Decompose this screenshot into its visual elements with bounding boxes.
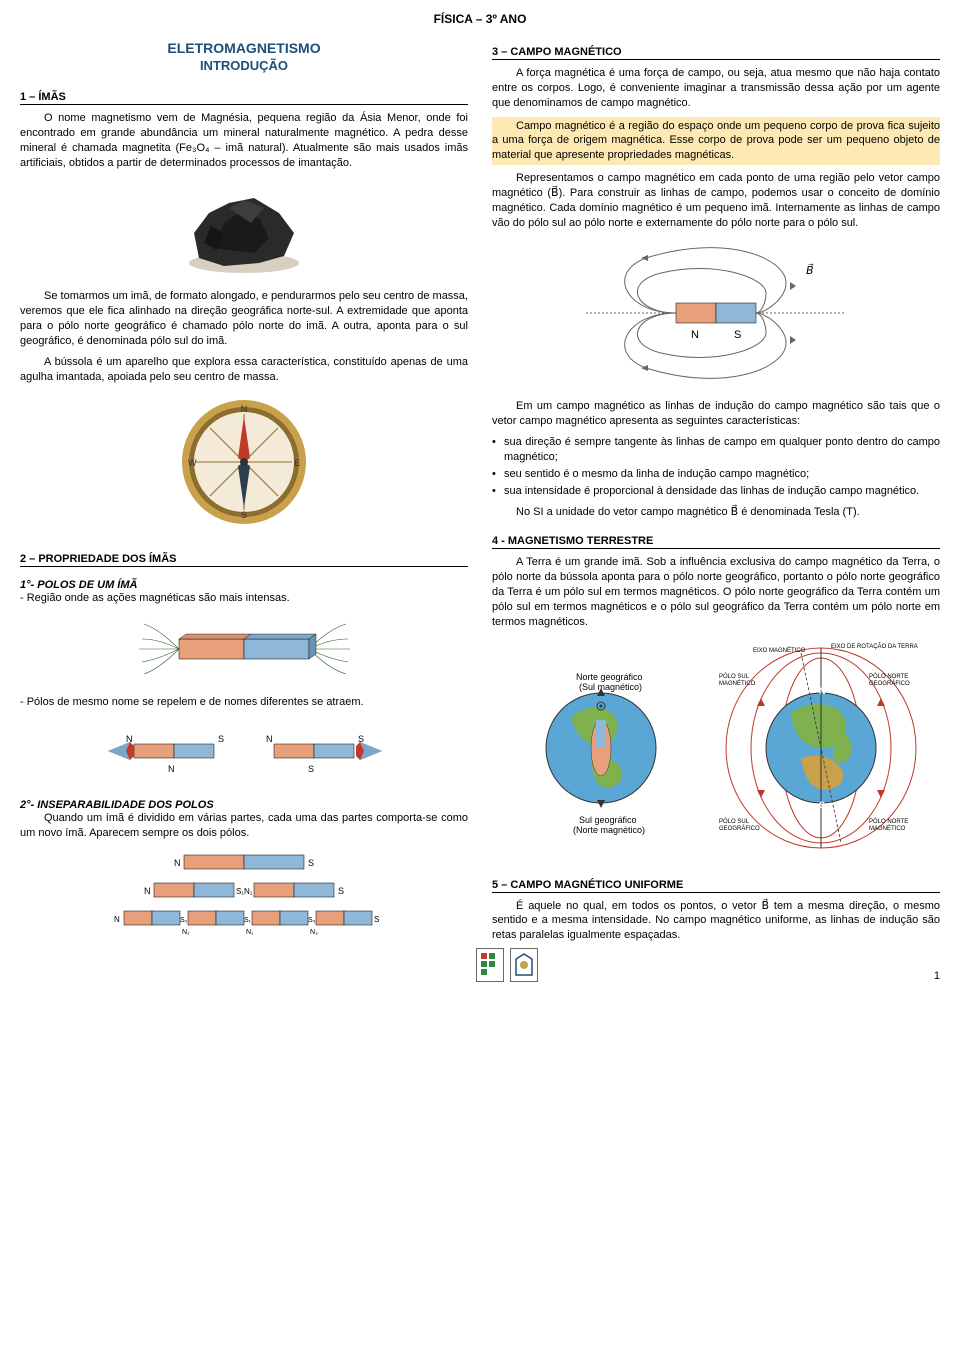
svg-text:MAGNÉTICO: MAGNÉTICO [869,825,906,832]
svg-text:MAGNÉTICO: MAGNÉTICO [719,680,756,687]
svg-text:N: N [266,734,273,744]
svg-text:S₁: S₁ [244,917,252,924]
s3-p4: No SI a unidade do vetor campo magnético… [492,505,940,520]
figure-split-magnet: NS NS₁ N₁S NS₂ N₂S₁ N₁S₃ N [20,849,468,942]
svg-text:S₃: S₃ [308,917,316,924]
heading-s2: 2 – PROPRIEDADE DOS ÍMÃS [20,553,468,567]
svg-text:S: S [374,915,379,924]
figure-mineral [20,178,468,281]
heading-s5: 5 – CAMPO MAGNÉTICO UNIFORME [492,879,940,893]
vector-b-2: B⃗ [731,506,739,518]
svg-text:N₁: N₁ [244,887,253,896]
svg-text:N: N [114,915,120,924]
left-column: ELETROMAGNETISMO INTRODUÇÃO 1 – ÍMÃS O n… [20,36,468,950]
s1-p1: O nome magnetismo vem de Magnésia, peque… [20,111,468,170]
svg-text:S: S [308,858,314,868]
svg-text:W: W [188,458,197,468]
lbl-sg2: (Norte magnético) [573,825,645,835]
s3-b1: sua direção é sempre tangente às linhas … [492,435,940,465]
heading-s1: 1 – ÍMÃS [20,91,468,105]
svg-text:E: E [294,458,300,468]
s2-sub2-title: 2°- INSEPARABILIDADE DOS POLOS [20,799,468,811]
figure-attraction-repulsion: NS NS NS [20,718,468,791]
svg-text:N: N [691,329,699,341]
svg-text:GEOGRÁFICO: GEOGRÁFICO [719,825,760,832]
svg-text:S: S [218,734,224,744]
title-main: ELETROMAGNETISMO [20,40,468,56]
s3-p1: A força magnética é uma força de campo, … [492,66,940,111]
svg-text:B⃗: B⃗ [806,263,814,277]
s2-sub1-title: 1°- POLOS DE UM ÍMÃ [20,579,468,591]
figure-bar-magnet-field [20,614,468,687]
page-footer: 1 [20,948,940,982]
s3-highlight: Campo magnético é a região do espaço ond… [492,117,940,166]
logo-if [476,948,504,982]
svg-text:N: N [174,858,181,868]
s3-p3: Em um campo magnético as linhas de induç… [492,399,940,429]
svg-text:S: S [308,764,314,774]
svg-text:S: S [734,329,741,341]
figure-compass: N S W E [20,392,468,535]
svg-text:EIXO DE ROTAÇÃO DA TERRA: EIXO DE ROTAÇÃO DA TERRA [831,643,918,650]
svg-text:S₂: S₂ [180,917,188,924]
vector-b-1: B⃗ [551,187,559,199]
svg-text:N: N [241,404,248,414]
svg-text:N: N [819,686,826,696]
s5-p1a: É aquele no qual, em todos os pontos, o … [516,900,761,912]
s3-b3: sua intensidade é proporcional à densida… [492,484,940,499]
s3-p4b: é denominada Tesla (T). [738,506,859,518]
s3-bullets: sua direção é sempre tangente às linhas … [492,435,940,498]
figure-earth: Norte geográfico (Sul magnético) Sul geo… [492,638,940,861]
s3-p2b: ). Para construir as linhas de campo, po… [492,187,940,229]
svg-text:N: N [168,764,175,774]
figure-field-lines: N S B⃗ [492,238,940,391]
svg-text:S: S [819,800,825,810]
svg-text:N₂: N₂ [182,929,190,936]
two-column-layout: ELETROMAGNETISMO INTRODUÇÃO 1 – ÍMÃS O n… [20,36,940,950]
s2-sub1-text: - Região onde as ações magnéticas são ma… [20,591,468,606]
logo-go [510,948,538,982]
s1-p3: A bússola é um aparelho que explora essa… [20,355,468,385]
svg-text:PÓLO SUL: PÓLO SUL [719,673,750,680]
vector-b-3: B⃗ [761,900,769,912]
page-number: 1 [934,970,940,982]
s4-p1: A Terra é um grande imã. Sob a influênci… [492,555,940,629]
svg-text:S: S [241,510,247,520]
right-column: 3 – CAMPO MAGNÉTICO A força magnética é … [492,36,940,950]
s3-b2: seu sentido é o mesmo da linha de induçã… [492,467,940,482]
title-intro: INTRODUÇÃO [20,58,468,73]
s1-p2: Se tomarmos um imã, de formato alongado,… [20,289,468,348]
heading-s3: 3 – CAMPO MAGNÉTICO [492,46,940,60]
svg-text:N₁: N₁ [246,929,254,936]
svg-text:PÓLO SUL: PÓLO SUL [719,818,750,825]
s2-sub1-note: - Pólos de mesmo nome se repelem e de no… [20,695,468,710]
svg-text:GEOGRÁFICO: GEOGRÁFICO [869,680,910,687]
s2-sub2-text: Quando um ímã é dividido em várias parte… [20,811,468,841]
lbl-ng: Norte geográfico [576,672,643,682]
svg-text:PÓLO NORTE: PÓLO NORTE [869,673,908,680]
lbl-sg: Sul geográfico [579,815,637,825]
svg-text:N: N [144,886,151,896]
lbl-ng2: (Sul magnético) [579,682,642,692]
footer-logos [80,948,934,982]
s3-p2: Representamos o campo magnético em cada … [492,171,940,230]
svg-text:N₃: N₃ [310,929,318,936]
s5-p1: É aquele no qual, em todos os pontos, o … [492,899,940,944]
heading-s4: 4 - MAGNETISMO TERRESTRE [492,535,940,549]
page-header: FÍSICA – 3º ANO [20,12,940,26]
s3-p4a: No SI a unidade do vetor campo magnético [516,506,731,518]
svg-text:EIXO MAGNÉTICO: EIXO MAGNÉTICO [753,647,806,654]
svg-text:S: S [338,886,344,896]
svg-text:PÓLO NORTE: PÓLO NORTE [869,818,908,825]
